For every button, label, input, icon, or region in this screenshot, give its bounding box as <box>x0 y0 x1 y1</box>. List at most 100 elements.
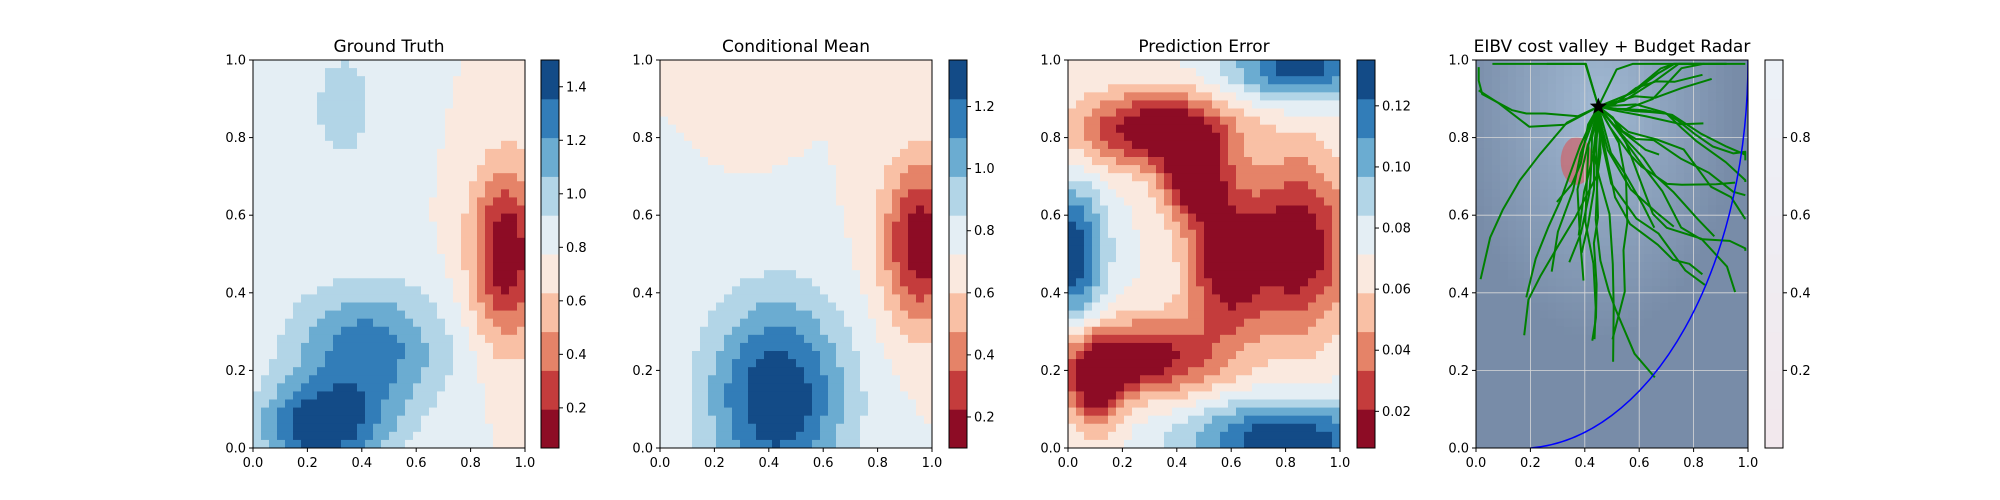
heatmap-cell <box>397 140 406 150</box>
heatmap-cell <box>1140 351 1149 360</box>
heatmap-cell <box>756 423 765 433</box>
heatmap-cell <box>1292 60 1301 69</box>
heatmap-cell <box>1228 221 1237 231</box>
heatmap-cell <box>1276 294 1285 304</box>
heatmap-cell <box>772 423 781 433</box>
heatmap-cell <box>293 76 302 85</box>
heatmap-cell <box>796 391 805 401</box>
heatmap-cell <box>740 310 749 320</box>
heatmap-cell <box>485 92 494 102</box>
heatmap-cell <box>1084 286 1093 296</box>
heatmap-cell <box>293 205 302 215</box>
heatmap-cell <box>365 68 374 77</box>
heatmap-cell <box>900 431 909 441</box>
heatmap-cell <box>1284 165 1293 174</box>
heatmap-cell <box>1260 245 1269 255</box>
heatmap-cell <box>1116 375 1125 384</box>
heatmap-cell <box>1196 302 1205 312</box>
heatmap-cell <box>812 423 821 433</box>
heatmap-cell <box>668 76 677 85</box>
heatmap-cell <box>884 189 893 199</box>
heatmap-cell <box>740 326 749 336</box>
heatmap-cell <box>1316 407 1325 417</box>
heatmap-cell <box>804 270 813 279</box>
heatmap-cell <box>357 213 366 223</box>
heatmap-cell <box>700 205 709 215</box>
heatmap-cell <box>780 415 789 425</box>
heatmap-cell <box>1076 383 1085 393</box>
heatmap-cell <box>1316 165 1325 174</box>
heatmap-cell <box>684 407 693 417</box>
heatmap-cell <box>1068 351 1077 360</box>
heatmap-cell <box>1212 342 1221 352</box>
heatmap-cell <box>908 407 917 417</box>
heatmap-cell <box>1148 294 1157 304</box>
heatmap-cell <box>509 383 518 393</box>
heatmap-cell <box>1332 140 1340 150</box>
heatmap-cell <box>1188 108 1197 118</box>
heatmap-cell <box>772 173 781 182</box>
heatmap-cell <box>676 84 685 93</box>
heatmap-cell <box>1244 270 1253 279</box>
heatmap-cell <box>860 375 869 384</box>
heatmap-cell <box>908 245 917 255</box>
heatmap-cell <box>788 383 797 393</box>
heatmap-cell <box>1268 383 1277 393</box>
heatmap-cell <box>349 439 358 448</box>
heatmap-cell <box>429 132 438 142</box>
heatmap-cell <box>421 310 430 320</box>
heatmap-cell <box>924 237 932 247</box>
heatmap-cell <box>916 237 925 247</box>
heatmap-cell <box>660 294 669 304</box>
heatmap-cell <box>1276 157 1285 166</box>
heatmap-cell <box>397 439 406 448</box>
heatmap-cell <box>485 157 494 166</box>
heatmap-cell <box>301 84 310 93</box>
heatmap-cell <box>804 68 813 77</box>
heatmap-cell <box>1244 351 1253 360</box>
heatmap-cell <box>1204 245 1213 255</box>
heatmap-cell <box>1212 100 1221 110</box>
heatmap-cell <box>1156 116 1165 126</box>
heatmap-cell <box>796 367 805 376</box>
heatmap-cell <box>501 108 510 118</box>
heatmap-cell <box>517 148 525 158</box>
heatmap-cell <box>1252 229 1261 239</box>
heatmap-cell <box>269 391 278 401</box>
heatmap-cell <box>828 173 837 182</box>
heatmap-cell <box>293 148 302 158</box>
heatmap-cell <box>1116 407 1125 417</box>
heatmap-cell <box>708 367 717 376</box>
heatmap-cell <box>429 286 438 296</box>
heatmap-cell <box>772 229 781 239</box>
heatmap-cell <box>445 148 454 158</box>
heatmap-cell <box>1076 189 1085 199</box>
heatmap-cell <box>1284 342 1293 352</box>
heatmap-cell <box>517 157 525 166</box>
heatmap-cell <box>501 302 510 312</box>
heatmap-cell <box>1212 148 1221 158</box>
heatmap-cell <box>1252 351 1261 360</box>
heatmap-cell <box>812 189 821 199</box>
heatmap-cell <box>381 148 390 158</box>
heatmap-cell <box>1228 213 1237 223</box>
heatmap-cell <box>924 157 932 166</box>
heatmap-cell <box>293 84 302 93</box>
heatmap-cell <box>1308 140 1317 150</box>
heatmap-cell <box>1076 439 1085 448</box>
heatmap-cell <box>812 399 821 409</box>
heatmap-cell <box>1172 359 1181 368</box>
heatmap-cell <box>293 140 302 150</box>
heatmap-cell <box>724 68 733 77</box>
heatmap-cell <box>844 68 853 77</box>
heatmap-cell <box>325 92 334 102</box>
heatmap-cell <box>373 391 382 401</box>
heatmap-cell <box>692 399 701 409</box>
heatmap-cell <box>828 237 837 247</box>
heatmap-cell <box>365 375 374 384</box>
heatmap-cell <box>676 173 685 182</box>
heatmap-cell <box>1140 181 1149 190</box>
heatmap-cell <box>900 286 909 296</box>
heatmap-cell <box>1268 100 1277 110</box>
heatmap-cell <box>1140 431 1149 441</box>
